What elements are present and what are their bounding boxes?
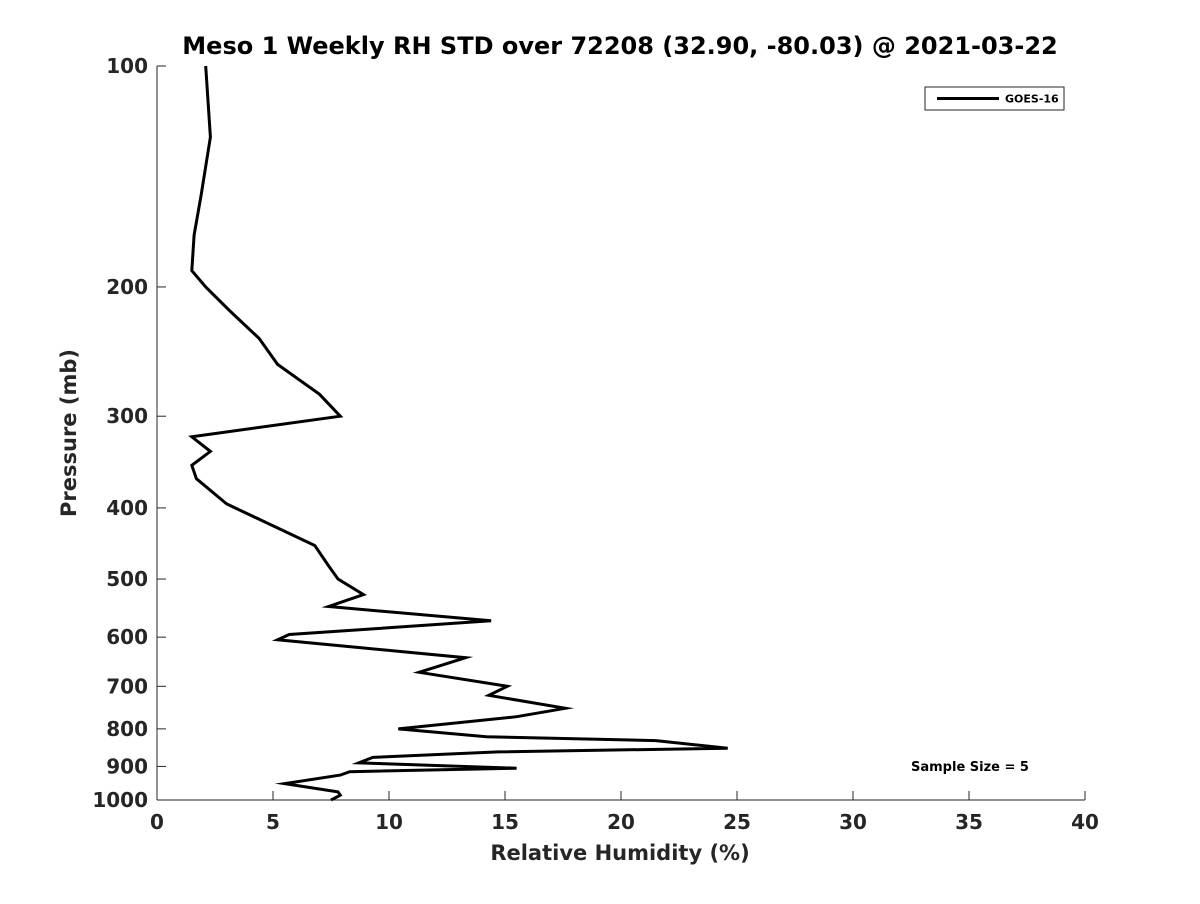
x-tick-label: 25 (723, 810, 751, 834)
chart-title: Meso 1 Weekly RH STD over 72208 (32.90, … (182, 32, 1057, 60)
y-tick-label: 900 (106, 754, 148, 778)
legend-label-goes-16: GOES-16 (1005, 93, 1059, 106)
x-tick-label: 30 (839, 810, 867, 834)
plot-axes (156, 66, 1085, 801)
y-tick-label: 700 (106, 674, 148, 698)
x-tick-label: 20 (607, 810, 635, 834)
y-tick-label: 400 (106, 496, 148, 520)
x-tick-label: 15 (491, 810, 519, 834)
y-axis-ticks: 100 200 300 400 500 600 700 800 900 1000 (92, 54, 166, 812)
y-tick-label: 100 (106, 54, 148, 78)
legend: GOES-16 (924, 86, 1065, 111)
series-line-goes-16 (188, 65, 728, 802)
x-axis-label: Relative Humidity (%) (490, 841, 749, 865)
series-layer (188, 65, 728, 802)
x-tick-label: 5 (266, 810, 280, 834)
x-axis-ticks: 0 5 10 15 20 25 30 35 40 (150, 791, 1099, 834)
x-tick-label: 10 (375, 810, 403, 834)
y-tick-label: 800 (106, 717, 148, 741)
sample-size-annotation: Sample Size = 5 (911, 760, 1029, 775)
x-tick-label: 0 (150, 810, 164, 834)
y-tick-label: 1000 (92, 788, 148, 812)
y-tick-label: 200 (106, 275, 148, 299)
y-axis-label: Pressure (mb) (57, 349, 81, 517)
y-tick-label: 300 (106, 404, 148, 428)
x-tick-label: 35 (955, 810, 983, 834)
y-tick-label: 500 (106, 567, 148, 591)
y-tick-label: 600 (106, 625, 148, 649)
x-tick-label: 40 (1071, 810, 1099, 834)
